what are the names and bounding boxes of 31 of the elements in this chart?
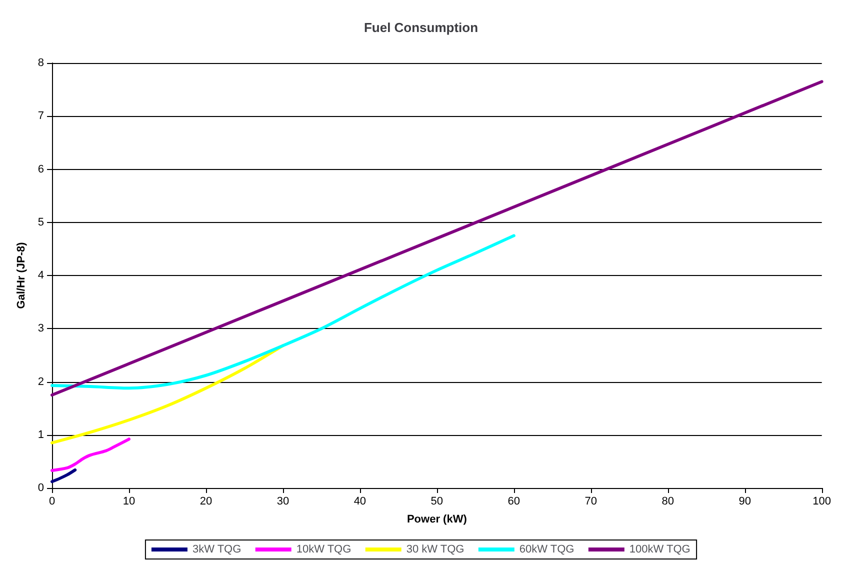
y-axis-title: Gal/Hr (JP-8) xyxy=(16,242,28,309)
x-axis-title: Power (kW) xyxy=(406,514,468,526)
y-tick-label: 4 xyxy=(38,270,44,282)
x-tick-label: 80 xyxy=(662,496,674,508)
line-series xyxy=(50,438,130,472)
y-tick-label: 8 xyxy=(38,57,44,69)
x-tick-label: 50 xyxy=(430,496,444,508)
legend-label: 60kW TQG xyxy=(519,544,574,556)
x-tick-label: 0 xyxy=(48,496,56,508)
legend-label: 10kW TQG xyxy=(296,544,352,556)
legend-label: 3kW TQG xyxy=(192,544,242,556)
chart-title: Fuel Consumption xyxy=(364,20,478,35)
y-tick-label: 6 xyxy=(38,163,44,176)
x-tick-label: 30 xyxy=(276,496,290,508)
x-tick-label: 20 xyxy=(200,496,212,508)
y-tick-label: 0 xyxy=(38,482,44,494)
line-series xyxy=(50,234,516,390)
y-tick-label: 7 xyxy=(38,110,44,122)
y-tick-label: 5 xyxy=(38,216,44,228)
x-tick-label: 40 xyxy=(354,496,366,508)
x-tick-label: 70 xyxy=(584,496,598,508)
x-tick-label: 90 xyxy=(738,496,751,508)
y-tick-label: 2 xyxy=(38,376,44,388)
x-tick-label: 100 xyxy=(812,496,832,508)
x-tick-label: 60 xyxy=(508,496,520,508)
y-tick-label: 1 xyxy=(38,428,44,441)
legend-label: 100kW TQG xyxy=(629,544,690,556)
legend-label: 30 kW TQG xyxy=(406,544,464,556)
y-tick-label: 3 xyxy=(38,322,44,335)
x-tick-label: 10 xyxy=(122,496,136,508)
line-series xyxy=(50,468,77,484)
